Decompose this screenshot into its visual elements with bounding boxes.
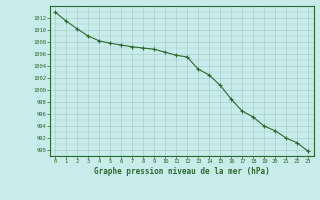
X-axis label: Graphe pression niveau de la mer (hPa): Graphe pression niveau de la mer (hPa) [94, 167, 269, 176]
